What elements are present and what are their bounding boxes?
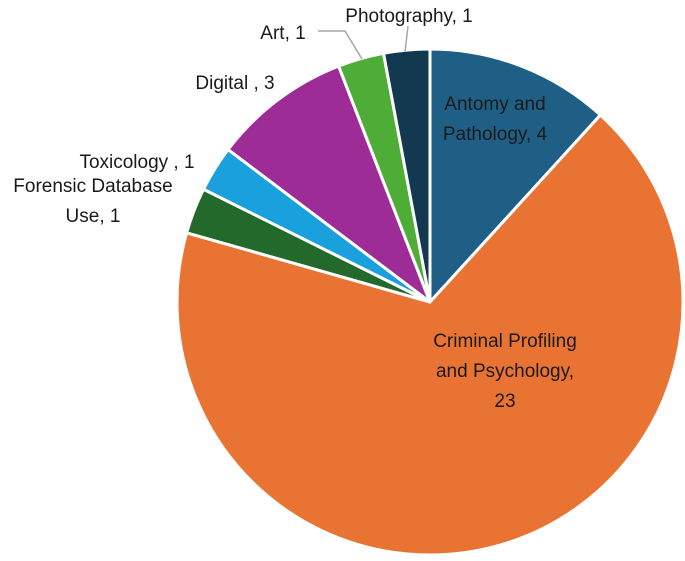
pie-slice-photography: [382, 47, 432, 304]
slice-label-line: and Psychology,: [436, 361, 574, 382]
slice-label-line: Forensic Database: [13, 176, 172, 197]
slice-label-line: Photography, 1: [345, 6, 472, 27]
pie-slice-antomy-and-pathology: [428, 47, 602, 304]
slice-label-forensic-database-use: Forensic Database Use, 1: [13, 176, 172, 227]
pie-slice-digital: [226, 64, 432, 304]
pie-slice-criminal-profiling-and-psychology: [175, 113, 685, 557]
slice-label-line: Toxicology , 1: [79, 152, 194, 173]
slice-label-line: Criminal Profiling: [433, 331, 577, 352]
slice-label-line: 23: [494, 391, 515, 412]
slice-label-line: Art, 1: [260, 23, 305, 44]
slice-label-antomy-and-pathology: Antomy and Pathology, 4: [443, 94, 548, 145]
slice-label-criminal-profiling-and-psychology: Criminal Profiling and Psychology, 23: [433, 331, 577, 412]
slice-label-toxicology: Toxicology , 1: [79, 152, 194, 173]
slice-label-art: Art, 1: [260, 23, 305, 44]
slice-label-digital: Digital , 3: [195, 73, 274, 94]
slice-label-line: Digital , 3: [195, 73, 274, 94]
slice-label-line: Antomy and: [444, 94, 545, 115]
leader-line: [318, 30, 363, 60]
slice-label-line: Pathology, 4: [443, 124, 548, 145]
slice-labels: Antomy and Pathology, 4 Criminal Profiling…: [13, 6, 577, 412]
slice-label-line: Use, 1: [66, 206, 121, 227]
pie-slices: [175, 47, 685, 557]
leader-lines: [318, 25, 409, 60]
slice-label-photography: Photography, 1: [345, 6, 472, 27]
leader-line: [404, 25, 409, 53]
